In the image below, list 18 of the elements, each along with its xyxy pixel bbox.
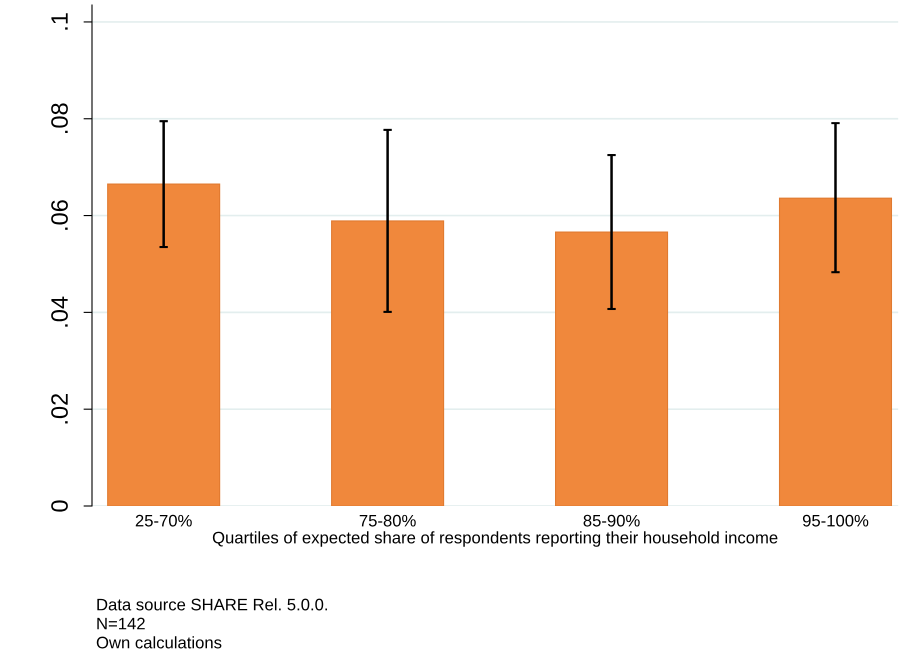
y-tick-label: .02 (51, 394, 68, 424)
x-tick-label: 75-80% (360, 514, 416, 527)
bar (331, 220, 444, 506)
y-tick-label: .06 (51, 200, 68, 230)
y-tick-label: .08 (51, 103, 68, 134)
y-tick-label: 0 (51, 500, 68, 512)
bar (555, 231, 668, 506)
x-tick-label: 25-70% (136, 514, 192, 527)
text: Own calculations (96, 636, 222, 648)
x-axis-title: Quartiles of expected share of respondents reporting their household income (212, 531, 778, 547)
source-note: Data source SHARE Rel. 5.0.0. (97, 598, 327, 610)
text: N=142 (97, 618, 145, 630)
y-tick-label: .1 (51, 13, 68, 30)
bar (107, 184, 220, 506)
x-tick-label: 85-90% (584, 514, 640, 527)
bar (778, 198, 892, 506)
x-tick-label: 95-100% (802, 514, 868, 527)
y-tick-label: .04 (51, 296, 68, 327)
